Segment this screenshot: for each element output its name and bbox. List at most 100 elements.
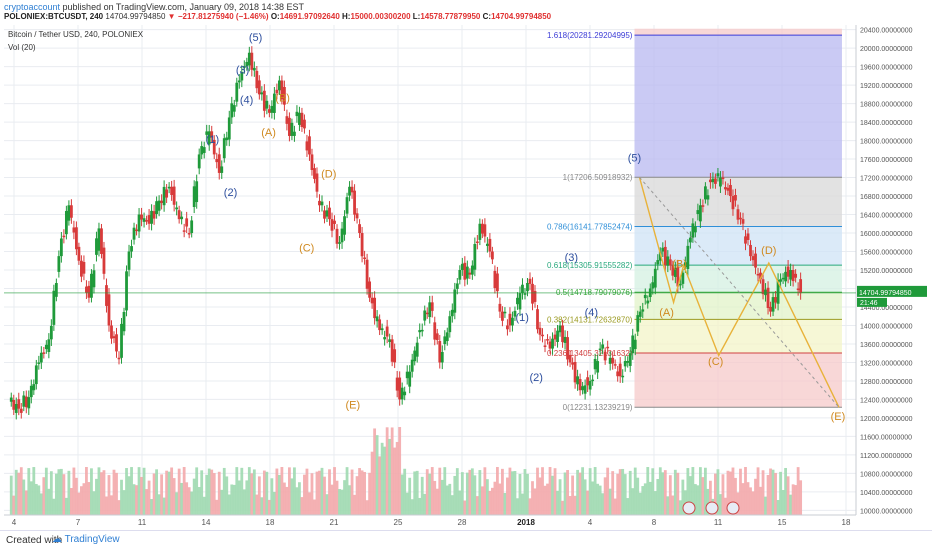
volume-bar [678,500,682,515]
volume-label: Vol (20) [8,43,36,52]
volume-bar [551,475,554,515]
candle-body [355,213,359,219]
candle-body [526,282,529,292]
wave-label: (E) [345,400,360,412]
volume-bar [749,487,752,515]
candle-body [57,256,61,272]
wave-label: (C) [708,356,723,368]
volume-bar [162,497,166,515]
candle-body [335,228,339,244]
candle-body [611,357,615,364]
event-flag-icon[interactable] [726,501,740,515]
volume-bar [796,467,800,515]
wave-projection [638,176,840,408]
volume-bar [696,485,700,515]
wave-label: (2) [224,187,237,199]
price-chart[interactable]: 1.618(20281.29204995) 1(17206.50918932) 0.… [4,25,928,527]
volume-bar [112,469,116,515]
volume-bar [267,499,271,515]
volume-bar [135,485,138,515]
candle-body [37,362,41,364]
volume-bar [237,480,241,515]
candle-body [496,273,499,292]
candle-body [546,339,549,341]
candle-body [784,271,787,282]
candle-body [262,90,266,111]
candle-body [44,344,48,350]
volume-bar [561,500,564,515]
candle-body [693,226,697,233]
chart-area[interactable]: 1.618(20281.29204995) 1(17206.50918932) 0.… [4,25,928,527]
volume-bar [769,468,772,515]
candle-body [583,385,587,394]
candle-body [373,297,377,319]
candle-body [398,377,402,400]
volume-bar [784,467,787,515]
candle-body [375,316,379,322]
high-label: H: [342,12,351,21]
volume-bar [27,468,31,515]
candle-body [430,302,434,311]
candle-body [125,271,128,311]
event-icons[interactable] [682,501,740,515]
candle-body [117,357,121,360]
volume-bar [353,494,356,515]
volume-bar [653,491,657,515]
volume-bar [275,468,279,515]
candle-body [638,311,642,317]
volume-bar [531,481,534,515]
volume-bar [543,485,547,515]
candle-body [643,294,647,299]
volume-bar [47,488,51,515]
price-axis[interactable]: 10000.00000000 10400.00000000 10800.000000… [4,25,928,527]
candle-body [34,365,38,385]
candle-body [776,279,780,304]
volume-bar [64,497,68,515]
candle-body [202,147,206,153]
volume-bar [571,475,574,515]
candle-body [601,344,605,349]
volume-bar [205,474,209,515]
candle-body [485,243,489,246]
price-tick-label: 12000.00000000 [860,416,913,423]
volume-bar [794,485,798,515]
candle-body [395,377,399,391]
volume-bar [132,484,136,515]
volume-bar [613,498,617,515]
volume-bar [558,479,562,515]
volume-bar [72,467,76,515]
volume-bar [373,428,377,515]
candle-body [686,245,690,269]
volume-bar [709,480,712,515]
candle-body [709,179,712,183]
volume-bar [235,467,239,515]
candle-body [458,270,462,280]
volume-bar [142,467,146,515]
candle-body [52,290,56,325]
volume-bar [290,478,294,515]
volume-bar [468,469,472,515]
time-axis[interactable]: 4 7 11 14 18 21 25 28 2018 4 8 11 15 18 [4,514,856,527]
tradingview-logo[interactable]: ☁ TradingView [52,534,120,545]
author-link[interactable]: cryptoaccount [4,2,61,12]
candle-body [636,315,640,332]
candle-body [293,131,296,136]
price-tick-label: 20000.00000000 [860,46,913,53]
volume-bar [501,468,504,515]
candle-body [75,227,78,250]
volume-bar [298,482,301,515]
volume-bar [102,470,106,515]
volume-bar [741,483,745,515]
candle-body [445,332,449,342]
price-tick-label: 14400.00000000 [860,305,913,312]
candle-body [107,294,111,326]
volume-bar [591,481,595,515]
volume-bars [9,427,803,515]
volume-bar [398,427,402,515]
event-flag-icon[interactable] [705,501,719,515]
candle-body [726,187,730,191]
volume-bar [125,468,128,515]
event-flag-icon[interactable] [682,501,696,515]
candle-body [711,178,715,183]
volume-bar [130,467,133,515]
